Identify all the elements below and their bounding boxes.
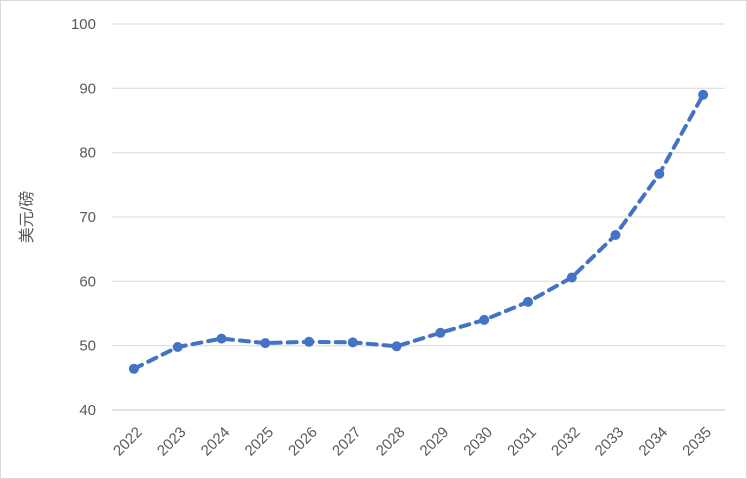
y-tick-label-50: 50 — [79, 338, 96, 355]
y-tick-label-90: 90 — [79, 80, 96, 97]
x-tick-label-2026: 2026 — [285, 424, 321, 460]
y-tick-label-70: 70 — [79, 209, 96, 226]
data-point-2029 — [435, 327, 446, 338]
x-tick-label-2031: 2031 — [504, 424, 540, 460]
data-point-2028 — [391, 341, 402, 352]
data-point-2027 — [347, 337, 358, 348]
data-point-2025 — [260, 338, 271, 349]
x-tick-label-2033: 2033 — [592, 424, 628, 460]
y-tick-label-40: 40 — [79, 402, 96, 419]
x-tick-label-2025: 2025 — [242, 424, 278, 460]
x-tick-label-2027: 2027 — [329, 424, 365, 460]
y-tick-label-100: 100 — [71, 16, 96, 33]
series-line — [131, 92, 706, 371]
x-tick-label-2022: 2022 — [110, 424, 146, 460]
y-axis-title: 美元/磅 — [18, 191, 36, 243]
x-tick-label-2029: 2029 — [417, 424, 453, 460]
x-tick-label-2024: 2024 — [198, 424, 234, 460]
y-tick-label-60: 60 — [79, 273, 96, 290]
data-point-2035 — [698, 89, 709, 100]
x-tick-label-2023: 2023 — [154, 424, 190, 460]
data-point-2033 — [610, 230, 621, 240]
data-point-2030 — [479, 314, 490, 325]
x-tick-label-2032: 2032 — [548, 424, 584, 460]
y-tick-label-80: 80 — [79, 145, 96, 162]
x-tick-label-2028: 2028 — [373, 424, 409, 460]
data-point-2032 — [566, 272, 577, 283]
x-tick-label-2030: 2030 — [460, 424, 496, 460]
x-tick-label-2034: 2034 — [636, 424, 672, 460]
data-point-2034 — [654, 168, 665, 179]
data-point-2026 — [304, 336, 314, 347]
data-point-2024 — [216, 333, 227, 344]
data-point-2022 — [128, 363, 139, 374]
data-point-2031 — [523, 296, 533, 307]
data-point-2023 — [172, 342, 183, 352]
x-tick-label-2035: 2035 — [679, 424, 715, 460]
